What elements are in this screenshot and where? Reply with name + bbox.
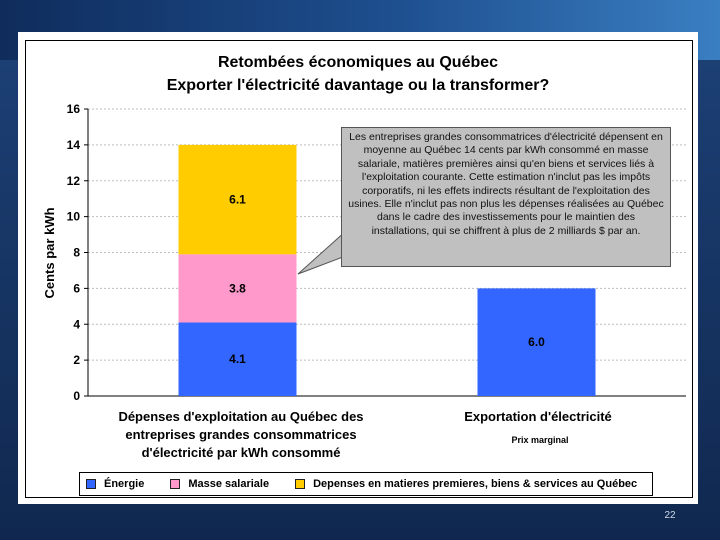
legend-item-energy: Énergie <box>86 478 144 490</box>
bar-segment <box>477 288 596 396</box>
data-label: 4.1 <box>229 352 246 366</box>
data-label: 6.0 <box>528 335 545 349</box>
marginal-price-note: Prix marginal <box>511 435 569 445</box>
chart-title: Retombées économiques au Québec <box>217 54 499 71</box>
page-number: 22 <box>664 510 676 521</box>
category-label-line: entreprises grandes consommatrices <box>125 427 357 442</box>
chart-legend: Énergie Masse salariale Depenses en mati… <box>79 472 653 496</box>
legend-label-payroll: Masse salariale <box>188 478 270 490</box>
category-label-operating-expenses: Dépenses d'exploitation au Québec des en… <box>96 408 386 462</box>
y-tick-label: 16 <box>67 102 81 116</box>
chart-subtitle: Exporter l'électricité davantage ou la t… <box>166 77 550 94</box>
category-label-exports: Exportation d'électricité <box>443 408 633 426</box>
legend-label-energy: Énergie <box>104 478 145 490</box>
y-tick-label: 8 <box>73 246 80 260</box>
y-axis-label: Cents par kWh <box>42 207 57 298</box>
y-tick-label: 14 <box>67 138 81 152</box>
legend-swatch-energy <box>86 479 96 489</box>
callout-annotation: Les entreprises grandes consommatrices d… <box>341 127 671 267</box>
y-tick-label: 12 <box>67 174 81 188</box>
legend-item-materials: Depenses en matieres premieres, biens & … <box>295 478 637 490</box>
data-label: 3.8 <box>229 281 246 295</box>
y-tick-label: 6 <box>73 281 80 295</box>
bar-segment <box>178 322 297 396</box>
y-tick-label: 0 <box>73 389 80 403</box>
chart-area <box>25 40 693 498</box>
category-label-line: d'électricité par kWh consommé <box>141 445 341 460</box>
bar-segment <box>178 144 297 255</box>
category-label-line: Dépenses d'exploitation au Québec des <box>118 409 364 424</box>
legend-label-materials: Depenses en matieres premieres, biens & … <box>313 478 638 490</box>
category-label-line: Exportation d'électricité <box>464 409 612 424</box>
legend-swatch-materials <box>295 479 306 489</box>
y-tick-label: 10 <box>67 210 81 224</box>
y-tick-label: 2 <box>73 353 80 367</box>
legend-swatch-payroll <box>170 479 181 489</box>
y-tick-label: 4 <box>73 317 80 331</box>
bar-segment <box>178 254 297 323</box>
legend-item-payroll: Masse salariale <box>170 478 269 490</box>
data-label: 6.1 <box>229 193 246 207</box>
